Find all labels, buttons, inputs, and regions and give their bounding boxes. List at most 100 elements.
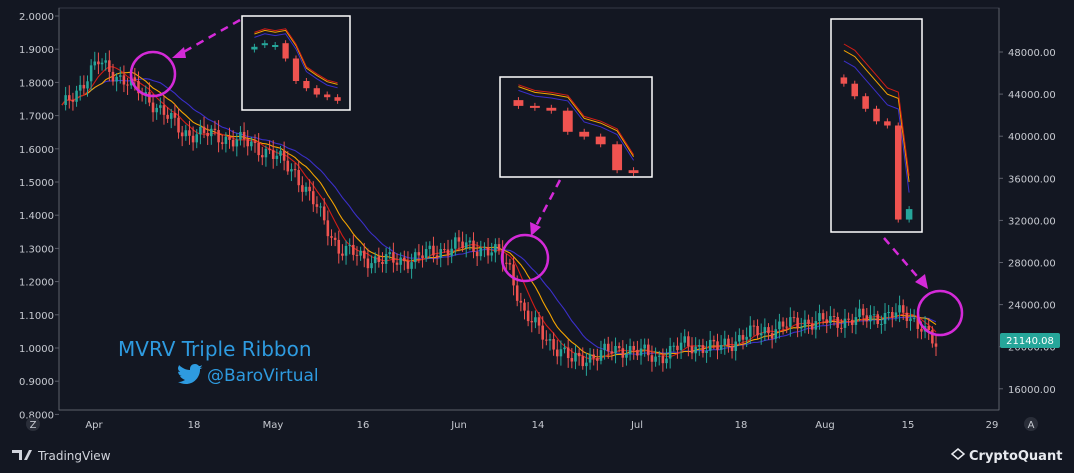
- candle-body: [687, 336, 690, 347]
- candle-body: [220, 142, 224, 144]
- auto-scale-button-label: A: [1028, 420, 1035, 431]
- candle-body: [257, 142, 260, 156]
- left-tick-label: 1.9000: [19, 45, 54, 56]
- candle-body: [435, 255, 439, 258]
- candle-body: [348, 244, 351, 246]
- cryptoquant-logo[interactable]: CryptoQuant: [950, 448, 1062, 464]
- inset-june-ribbon: [518, 86, 635, 157]
- inset-august-candle: [851, 83, 859, 97]
- candle-body: [297, 170, 300, 186]
- candle-body: [362, 250, 366, 259]
- candle-body: [577, 352, 581, 357]
- candle-body: [792, 317, 796, 319]
- candle-body: [330, 236, 333, 238]
- candle-body: [184, 130, 188, 137]
- candle-body: [850, 319, 854, 325]
- candle-body: [86, 81, 89, 89]
- candle-body: [100, 62, 104, 65]
- x-tick-label: 18: [188, 420, 201, 431]
- candle-body: [319, 206, 322, 208]
- candle-body: [818, 313, 821, 322]
- inset-april-candle: [313, 88, 320, 95]
- candle-body: [301, 185, 304, 192]
- candle-body: [464, 242, 468, 248]
- candle-body: [352, 244, 355, 255]
- inset-august-candle: [905, 209, 913, 220]
- candle-body: [410, 262, 413, 269]
- candle-body: [858, 308, 861, 318]
- candle-body: [392, 252, 395, 263]
- candle-body: [534, 317, 537, 323]
- right-tick-label: 20000.00: [1008, 343, 1056, 354]
- candle-body: [148, 92, 151, 103]
- x-tick-label: May: [263, 420, 284, 431]
- candle-body: [650, 355, 654, 362]
- candle-body: [413, 252, 417, 263]
- candle-body: [421, 255, 424, 259]
- candle-body: [723, 338, 727, 346]
- candle-body: [523, 302, 526, 311]
- candle-body: [610, 351, 614, 354]
- timezone-button[interactable]: [26, 417, 40, 431]
- candle-body: [632, 345, 636, 350]
- candle-body: [315, 204, 319, 207]
- inset-april-ribbon: [254, 29, 338, 85]
- candle-body: [93, 61, 97, 66]
- candle-body: [399, 257, 402, 265]
- candle-body: [406, 261, 410, 269]
- candle-body: [377, 256, 381, 262]
- arrow-june-head: [530, 222, 541, 236]
- candle-body: [515, 285, 519, 301]
- candle-body: [457, 237, 461, 242]
- candle-body: [217, 130, 220, 143]
- candle-body: [373, 256, 377, 264]
- candle-body: [894, 312, 898, 318]
- candle-body: [144, 92, 148, 95]
- candle-body: [155, 107, 158, 113]
- candle-body: [643, 344, 646, 349]
- candle-body: [909, 318, 912, 322]
- candle-body: [741, 335, 745, 340]
- candle-body: [337, 239, 341, 254]
- highlight-circle-august: [916, 289, 964, 337]
- candle-body: [883, 312, 887, 324]
- inset-june-candle: [529, 105, 540, 108]
- candle-body: [424, 249, 428, 259]
- candle-body: [359, 250, 362, 256]
- candle-body: [738, 335, 741, 342]
- candle-body: [854, 317, 858, 325]
- candle-body: [384, 254, 388, 264]
- candle-body: [242, 131, 246, 140]
- right-tick-label: 28000.00: [1008, 259, 1056, 270]
- left-tick-label: 1.3000: [19, 244, 54, 255]
- candle-body: [796, 317, 799, 329]
- x-axis-ticks: Apr 18 May 16 Jun 14 Jul 18 Aug 15 29: [85, 420, 998, 431]
- tradingview-logo[interactable]: TradingView: [12, 449, 111, 463]
- candle-body: [191, 135, 195, 143]
- candle-body: [202, 126, 206, 133]
- left-tick-label: 1.4000: [19, 211, 54, 222]
- candle-body: [490, 252, 493, 256]
- cryptoquant-logo-icon: [950, 448, 966, 460]
- candle-body: [563, 347, 566, 350]
- candle-body: [505, 262, 508, 264]
- inset-june-candle: [612, 144, 623, 171]
- candle-body: [246, 139, 249, 147]
- inset-august-ribbon: [843, 43, 910, 176]
- candle-body: [75, 90, 78, 102]
- candle-body: [494, 244, 497, 253]
- x-tick-label: Aug: [815, 420, 835, 431]
- candle-body: [905, 312, 909, 322]
- candle-body: [887, 311, 890, 313]
- inset-april-candle: [282, 43, 289, 59]
- candle-body: [290, 169, 293, 172]
- candle-body: [716, 341, 719, 350]
- candle-body: [166, 114, 169, 119]
- candle-body: [78, 84, 82, 91]
- auto-scale-button[interactable]: [1024, 417, 1038, 431]
- candle-body: [581, 356, 585, 367]
- candle-body: [588, 354, 592, 363]
- candle-body: [133, 77, 137, 81]
- candle-body: [705, 350, 708, 353]
- zoom-insets: [241, 15, 923, 233]
